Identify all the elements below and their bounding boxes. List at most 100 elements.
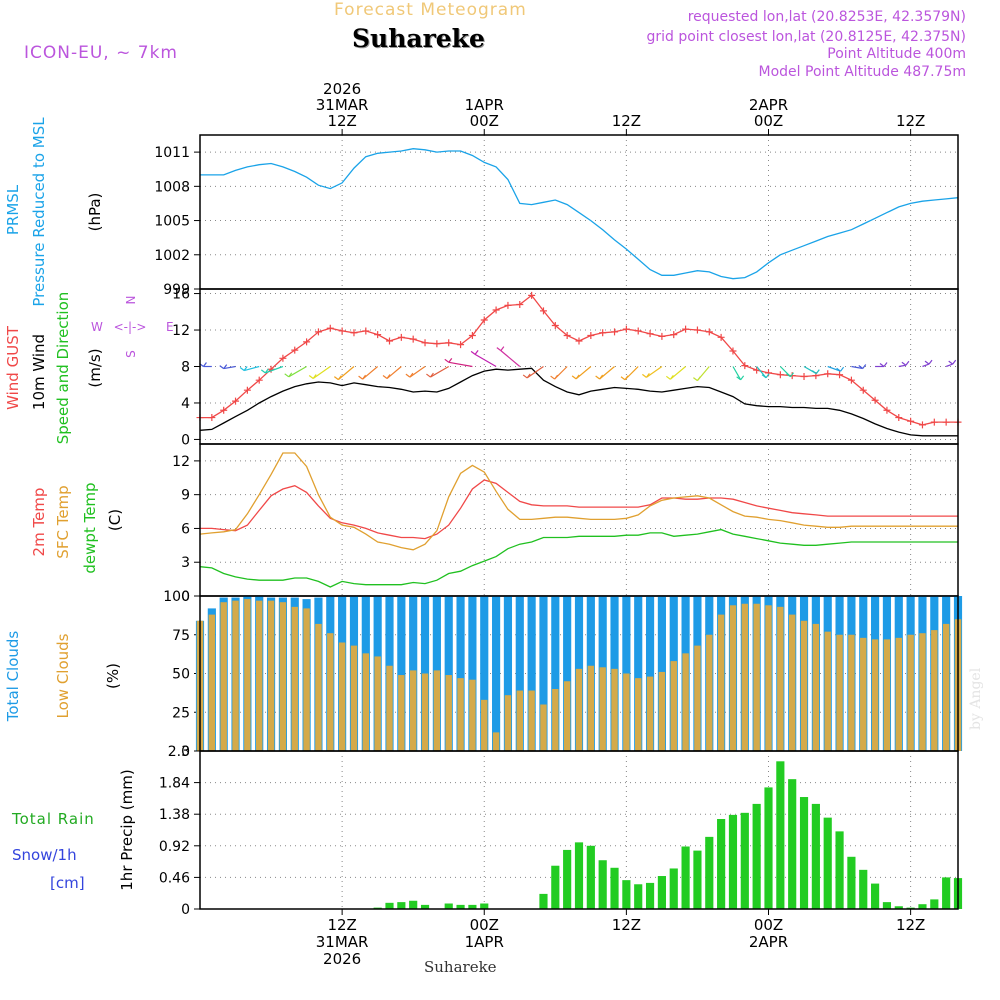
bar-low-clouds (350, 645, 358, 751)
line-2m-temp (200, 479, 958, 540)
wind-barb (430, 365, 450, 378)
gust-marker (729, 347, 737, 355)
wind-barb-head (526, 373, 531, 379)
bar-total-clouds (456, 596, 465, 751)
wind-barb (362, 366, 379, 380)
gust-marker (314, 328, 322, 336)
bar-low-clouds (492, 732, 500, 751)
top-time-label: 00Z (754, 112, 783, 130)
gust-marker (457, 341, 465, 349)
temp-2m-label: 2m Temp (30, 488, 48, 557)
wind-barb-head (786, 373, 791, 378)
y-tick-label: 1.38 (159, 807, 190, 823)
wind-speed-dir-label: Speed and Direction (54, 292, 72, 445)
y-tick-label: 0.46 (159, 870, 190, 886)
gust-marker (279, 354, 287, 362)
bar-low-clouds (942, 623, 950, 751)
top-time-label: 1APR (465, 96, 504, 114)
y-tick-label: 75 (172, 628, 190, 644)
bar-low-clouds (232, 600, 239, 751)
location-title: Suhareke (352, 24, 485, 53)
wind-barb-head (761, 374, 767, 379)
gust-marker (374, 331, 382, 339)
bar-total-clouds (468, 596, 477, 751)
gust-marker (504, 301, 512, 309)
wind-barb-head (362, 374, 367, 380)
bar-low-clouds (244, 599, 251, 751)
wind-barb-head (696, 376, 701, 382)
gust-marker (646, 330, 654, 338)
gust-marker (871, 396, 879, 404)
bar-total-rain (835, 831, 844, 909)
prmsl-label-long: Pressure Reduced to MSL (30, 117, 48, 307)
bar-low-clouds (267, 600, 275, 751)
wind-barb-head (337, 375, 342, 380)
gust-marker (930, 418, 938, 426)
bar-low-clouds (623, 673, 630, 751)
wind-barb-head (260, 369, 266, 374)
gridpoint-coords: grid point closest lon,lat (20.8125E, 42… (646, 29, 966, 45)
compass-arrows: <-|-> (114, 320, 147, 334)
bar-low-clouds (907, 634, 914, 751)
wind-barb-head (264, 368, 269, 374)
wind-barb (646, 366, 663, 378)
y-tick-label: 0 (181, 744, 190, 760)
wind-barb-head (736, 376, 742, 381)
y-tick-label: 6 (181, 521, 190, 537)
bar-low-clouds (220, 602, 227, 751)
wind-barb-head (571, 375, 577, 380)
bar-low-clouds (421, 673, 429, 751)
gust-marker (611, 328, 619, 336)
bar-total-clouds (492, 596, 501, 751)
wind-barb-head (901, 361, 907, 366)
bar-total-rain (634, 884, 643, 909)
gust-marker (918, 421, 926, 429)
bar-low-clouds (563, 681, 571, 751)
panel-prmsl: 999 1002 1005 1008 1011 (154, 134, 959, 298)
bar-total-rain (385, 902, 394, 909)
wind-barb (922, 363, 930, 368)
bar-total-rain (894, 906, 903, 909)
gust-marker (847, 376, 855, 384)
bar-total-rain (811, 803, 820, 909)
bar-low-clouds (824, 631, 831, 751)
gust-marker (208, 414, 216, 422)
bar-total-rain (799, 797, 809, 909)
gust-marker (895, 414, 903, 422)
compass-w-label: W (91, 320, 103, 334)
bar-low-clouds (516, 690, 523, 751)
bar-low-clouds (812, 623, 820, 751)
wind-barb-head (645, 373, 650, 378)
gust-marker (421, 339, 429, 347)
bar-low-clouds (682, 653, 689, 751)
wind-barb (526, 366, 544, 379)
y-tick-label: 25 (172, 705, 190, 721)
wind-barb-head (952, 359, 957, 365)
gust-marker (528, 291, 536, 299)
bar-total-clouds (563, 596, 572, 751)
bottom-time-label: 12Z (612, 916, 641, 934)
bar-total-rain (657, 876, 666, 909)
wind-barb-head (928, 359, 933, 365)
bar-low-clouds (575, 668, 583, 751)
line-10m-wind (199, 367, 958, 437)
gust-marker (338, 327, 346, 335)
wind-barb-head (496, 347, 502, 352)
gust-marker (705, 328, 713, 336)
bar-total-rain (705, 836, 714, 909)
gust-marker (670, 331, 678, 339)
wind-barb (732, 366, 742, 381)
y-tick-label: 12 (172, 323, 190, 339)
wind-barb-head (642, 373, 647, 378)
wind-barb-head (448, 357, 453, 363)
gust-marker (291, 346, 299, 354)
bar-total-rain (930, 899, 939, 909)
wind-barb (669, 366, 686, 380)
wind-barb-head (858, 365, 864, 369)
bar-low-clouds (800, 620, 808, 751)
wind-barb-head (470, 350, 476, 355)
bar-total-rain (409, 900, 418, 909)
wind-barb-head (693, 377, 698, 382)
bar-total-clouds (634, 596, 643, 751)
panel-frame (199, 443, 959, 597)
